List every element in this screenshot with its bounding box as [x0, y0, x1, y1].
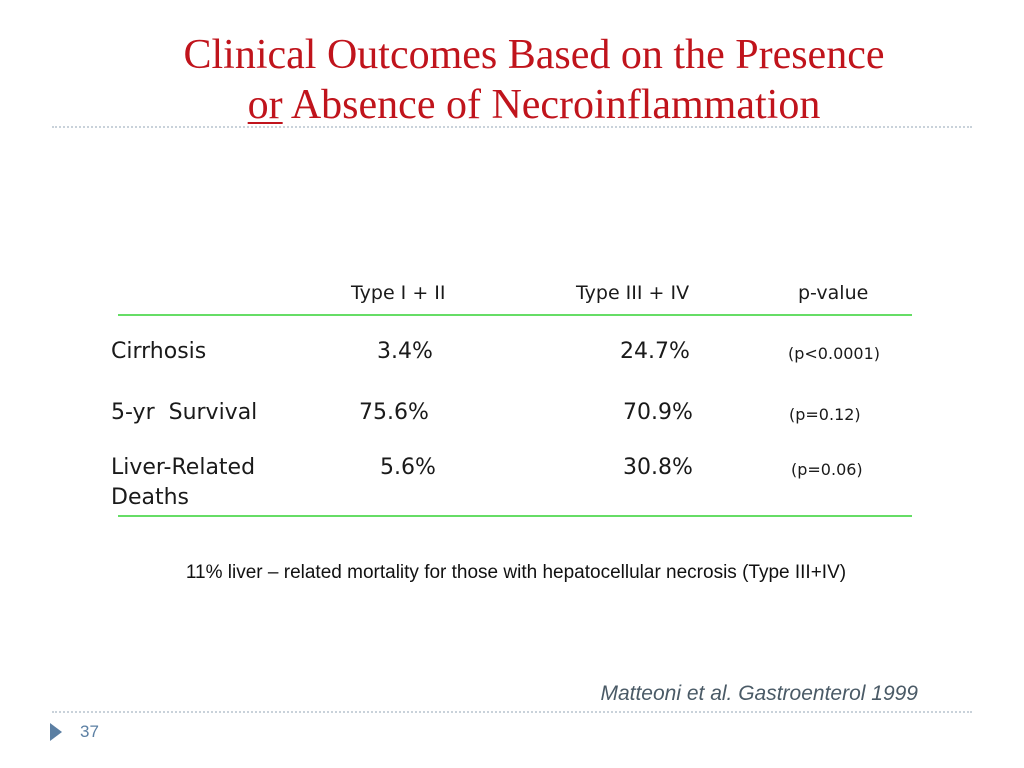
cell-type-iii-iv: 30.8% [623, 455, 693, 480]
footer-divider [52, 711, 972, 713]
title-line-1: Clinical Outcomes Based on the Presence [183, 32, 885, 78]
cell-p-value: (p=0.06) [791, 460, 863, 479]
row-label-deaths: Deaths [111, 485, 189, 510]
bullet-arrow-icon [50, 723, 62, 741]
cell-type-i-ii: 5.6% [380, 455, 436, 480]
table-bottom-rule [118, 515, 912, 517]
row-label-liver-related: Liver-Related [111, 455, 256, 480]
column-header-type-iii-iv: Type III + IV [576, 282, 690, 304]
cell-p-value: (p<0.0001) [788, 344, 881, 363]
title-divider [52, 126, 972, 128]
title-line-2: or Absence of Necroinflammation [0, 80, 1024, 130]
cell-type-iii-iv: 24.7% [620, 339, 690, 364]
row-label-cirrhosis: Cirrhosis [111, 339, 207, 364]
title-line-2-rest: Absence of Necroinflammation [282, 82, 821, 128]
cell-p-value: (p=0.12) [789, 405, 861, 424]
cell-type-i-ii: 3.4% [377, 339, 433, 364]
cell-type-i-ii: 75.6% [359, 400, 429, 425]
slide-title: Clinical Outcomes Based on the Presence … [0, 30, 1024, 130]
citation: Matteoni et al. Gastroenterol 1999 [600, 682, 918, 705]
column-header-p-value: p-value [798, 282, 869, 304]
summary-note: 11% liver – related mortality for those … [185, 562, 847, 583]
row-label-5-yr-survival: 5-yr Survival [111, 400, 258, 425]
page-number: 37 [80, 722, 99, 741]
title-underlined-word: or [247, 82, 283, 128]
column-header-type-i-ii: Type I + II [351, 282, 446, 304]
cell-type-iii-iv: 70.9% [623, 400, 693, 425]
table-header-rule [118, 314, 912, 316]
